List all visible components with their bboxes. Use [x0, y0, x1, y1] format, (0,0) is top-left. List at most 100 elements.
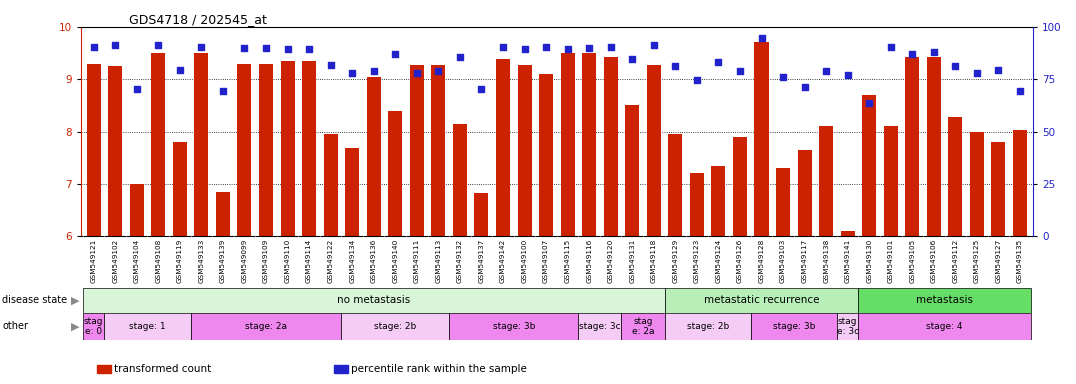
Point	[300, 46, 317, 52]
Text: GSM549133: GSM549133	[198, 239, 204, 283]
Bar	[302, 61, 316, 236]
Bar	[518, 65, 532, 236]
Point	[494, 44, 511, 50]
Bar	[388, 111, 402, 236]
Bar	[539, 74, 553, 236]
Bar	[496, 59, 510, 236]
Point	[882, 44, 900, 50]
Point	[839, 72, 856, 78]
Bar	[324, 134, 338, 236]
Text: GSM549112: GSM549112	[952, 239, 959, 283]
Bar	[173, 142, 187, 236]
Text: GSM549128: GSM549128	[759, 239, 765, 283]
Text: GSM549120: GSM549120	[608, 239, 613, 283]
Text: GSM549119: GSM549119	[176, 239, 183, 283]
Bar	[859, 313, 1031, 340]
Bar	[152, 53, 166, 236]
Text: GSM549130: GSM549130	[866, 239, 873, 283]
Bar	[751, 313, 837, 340]
Text: GSM549106: GSM549106	[931, 239, 937, 283]
Text: metastasis: metastasis	[916, 295, 973, 306]
Point	[107, 42, 124, 48]
Text: stag
e: 3c: stag e: 3c	[837, 317, 859, 336]
Bar	[840, 231, 854, 236]
Text: no metastasis: no metastasis	[337, 295, 410, 306]
Bar	[367, 76, 381, 236]
Text: metastatic recurrence: metastatic recurrence	[704, 295, 819, 306]
Bar	[410, 65, 424, 236]
Text: GSM549102: GSM549102	[112, 239, 118, 283]
Point	[968, 70, 986, 76]
Bar	[1013, 131, 1027, 236]
Text: GSM549127: GSM549127	[995, 239, 1002, 283]
Point	[279, 46, 296, 52]
Point	[689, 77, 706, 83]
Bar	[195, 53, 209, 236]
Bar	[604, 57, 618, 236]
Point	[560, 46, 577, 52]
Text: GSM549138: GSM549138	[823, 239, 830, 283]
Text: GSM549115: GSM549115	[565, 239, 570, 283]
Text: GSM549136: GSM549136	[371, 239, 377, 283]
Bar	[859, 288, 1031, 313]
Point	[214, 88, 231, 94]
Text: GSM549110: GSM549110	[284, 239, 291, 283]
Text: stage: 3b: stage: 3b	[773, 322, 815, 331]
Text: percentile rank within the sample: percentile rank within the sample	[351, 364, 526, 374]
Point	[603, 44, 620, 50]
Text: GSM549109: GSM549109	[263, 239, 269, 283]
Bar	[104, 313, 190, 340]
Bar	[130, 184, 144, 236]
Bar	[281, 61, 295, 236]
Point	[710, 60, 727, 66]
Text: GSM549134: GSM549134	[349, 239, 355, 283]
Text: ▶: ▶	[71, 321, 80, 331]
Bar	[690, 174, 704, 236]
Text: stage: 1: stage: 1	[129, 322, 166, 331]
Text: GSM549141: GSM549141	[845, 239, 851, 283]
Point	[128, 86, 145, 92]
Point	[775, 73, 792, 79]
Bar	[905, 57, 919, 236]
Point	[257, 45, 274, 51]
Text: GSM549124: GSM549124	[716, 239, 721, 283]
Bar	[647, 65, 661, 236]
Bar	[561, 53, 575, 236]
Bar	[711, 166, 725, 236]
Text: GSM549113: GSM549113	[436, 239, 441, 283]
Point	[581, 45, 598, 51]
Text: GSM549114: GSM549114	[306, 239, 312, 283]
Point	[451, 54, 468, 60]
Point	[472, 86, 490, 92]
Point	[753, 35, 770, 41]
Text: GSM549116: GSM549116	[586, 239, 592, 283]
Bar	[453, 124, 467, 236]
Bar	[579, 313, 622, 340]
Text: GSM549104: GSM549104	[133, 239, 140, 283]
Text: GSM549132: GSM549132	[457, 239, 463, 283]
Bar	[238, 63, 252, 236]
Bar	[622, 313, 665, 340]
Text: ▶: ▶	[71, 295, 80, 306]
Bar	[449, 313, 579, 340]
Text: GSM549129: GSM549129	[672, 239, 678, 283]
Text: stage: 2b: stage: 2b	[686, 322, 728, 331]
Point	[236, 45, 253, 51]
Bar	[345, 148, 359, 236]
Bar	[819, 126, 833, 236]
Text: GSM549137: GSM549137	[479, 239, 484, 283]
Point	[150, 42, 167, 48]
Text: GSM549135: GSM549135	[1017, 239, 1023, 283]
Text: GSM549131: GSM549131	[629, 239, 635, 283]
Point	[515, 46, 533, 52]
Bar	[665, 313, 751, 340]
Bar	[109, 66, 123, 236]
Bar	[948, 117, 962, 236]
Bar	[431, 65, 445, 236]
Text: GSM549142: GSM549142	[500, 239, 506, 283]
Text: GSM549140: GSM549140	[393, 239, 398, 283]
Point	[646, 42, 663, 48]
Point	[171, 67, 188, 73]
Point	[408, 70, 425, 76]
Bar	[83, 313, 104, 340]
